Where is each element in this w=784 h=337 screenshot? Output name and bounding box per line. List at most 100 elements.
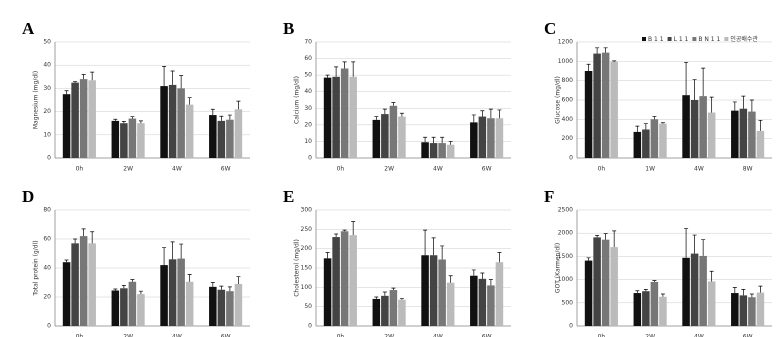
bar bbox=[584, 260, 593, 326]
bar bbox=[234, 109, 243, 158]
error-bar bbox=[635, 125, 640, 132]
bar bbox=[71, 243, 79, 326]
bar bbox=[739, 295, 748, 326]
bar bbox=[650, 281, 659, 326]
bar bbox=[160, 86, 168, 158]
bar bbox=[438, 143, 446, 158]
error-bar bbox=[660, 293, 665, 297]
error-bar bbox=[187, 97, 192, 105]
bar bbox=[372, 298, 381, 326]
error-bar bbox=[603, 233, 608, 240]
bar bbox=[682, 95, 690, 158]
bar bbox=[79, 236, 88, 326]
bar bbox=[217, 120, 226, 158]
bar bbox=[209, 286, 217, 326]
error-bar bbox=[334, 66, 339, 77]
bar bbox=[487, 285, 495, 326]
panel-letter: D bbox=[22, 187, 34, 206]
error-bar bbox=[399, 298, 404, 300]
x-tick-label: 4W bbox=[433, 166, 443, 173]
bar bbox=[185, 281, 194, 326]
bar bbox=[160, 265, 168, 326]
bar bbox=[739, 108, 748, 158]
bar bbox=[137, 294, 145, 326]
error-bar bbox=[497, 252, 502, 263]
error-bar bbox=[90, 231, 95, 244]
error-bar bbox=[342, 229, 347, 232]
bar bbox=[177, 258, 185, 326]
error-bar bbox=[684, 61, 689, 96]
bar bbox=[88, 243, 96, 326]
bar bbox=[372, 119, 381, 158]
bar bbox=[748, 111, 756, 158]
error-bar bbox=[399, 112, 404, 117]
bar bbox=[707, 281, 716, 326]
y-tick-label: 80 bbox=[43, 207, 51, 214]
error-bar bbox=[227, 114, 232, 120]
x-tick-label: 0h bbox=[76, 166, 84, 173]
error-bar bbox=[73, 238, 78, 244]
error-bar bbox=[170, 241, 175, 260]
error-bar bbox=[138, 290, 143, 295]
error-bar bbox=[391, 102, 396, 106]
bar bbox=[633, 131, 642, 158]
error-bar bbox=[471, 269, 476, 276]
bar bbox=[209, 115, 217, 158]
y-axis-label: Calcium (mg/dl) bbox=[294, 76, 301, 124]
error-bar bbox=[73, 81, 78, 83]
error-bar bbox=[162, 247, 167, 266]
error-bar bbox=[497, 109, 502, 119]
y-axis-label: Total protein (g/dl) bbox=[33, 240, 40, 296]
error-bar bbox=[586, 257, 591, 261]
y-tick-label: 20 bbox=[304, 121, 312, 128]
bar bbox=[226, 119, 234, 158]
bar bbox=[610, 247, 618, 326]
bar bbox=[593, 53, 601, 158]
error-bar bbox=[423, 136, 428, 143]
bar bbox=[748, 297, 756, 326]
error-bar bbox=[374, 296, 379, 299]
legend-swatch bbox=[724, 37, 729, 41]
bar bbox=[584, 71, 593, 158]
y-axis-label: Cholesterol (mg/dl) bbox=[294, 239, 301, 297]
y-tick-label: 0 bbox=[308, 323, 312, 330]
y-tick-label: 40 bbox=[43, 265, 51, 272]
error-bar bbox=[210, 282, 215, 287]
error-bar bbox=[81, 74, 86, 80]
bar bbox=[699, 255, 707, 326]
error-bar bbox=[423, 229, 428, 256]
y-tick-label: 100 bbox=[301, 284, 313, 291]
x-tick-label: 0h bbox=[598, 334, 606, 337]
error-bar bbox=[236, 100, 241, 110]
chart-panel: C Glucose (mg/dl) 0 200 400 600 800 1000 1200 0h 1… bbox=[544, 19, 772, 173]
x-tick-label: 4W bbox=[694, 166, 704, 173]
x-tick-label: 0h bbox=[598, 166, 606, 173]
error-bar bbox=[342, 61, 347, 69]
error-bar bbox=[488, 279, 493, 286]
bar bbox=[642, 129, 650, 158]
x-tick-label: 4W bbox=[172, 166, 182, 173]
bar bbox=[62, 94, 71, 158]
bar bbox=[398, 116, 406, 158]
y-tick-label: 40 bbox=[43, 62, 51, 69]
error-bar bbox=[170, 70, 175, 85]
error-bar bbox=[382, 108, 387, 115]
legend-swatch bbox=[667, 37, 672, 41]
bar bbox=[71, 82, 79, 158]
bar bbox=[332, 76, 340, 158]
y-tick-label: 30 bbox=[43, 85, 51, 92]
bar bbox=[168, 84, 177, 158]
error-bar bbox=[162, 66, 167, 87]
error-bar bbox=[81, 228, 86, 237]
y-tick-label: 50 bbox=[43, 39, 51, 46]
y-tick-label: 150 bbox=[301, 265, 313, 272]
error-bar bbox=[351, 221, 356, 236]
bar bbox=[690, 100, 699, 158]
error-bar bbox=[480, 272, 485, 279]
error-bar bbox=[219, 115, 224, 121]
legend-label: B N 1 1 bbox=[698, 36, 720, 43]
error-bar bbox=[758, 119, 763, 131]
error-bar bbox=[90, 71, 95, 81]
error-bar bbox=[701, 67, 706, 97]
